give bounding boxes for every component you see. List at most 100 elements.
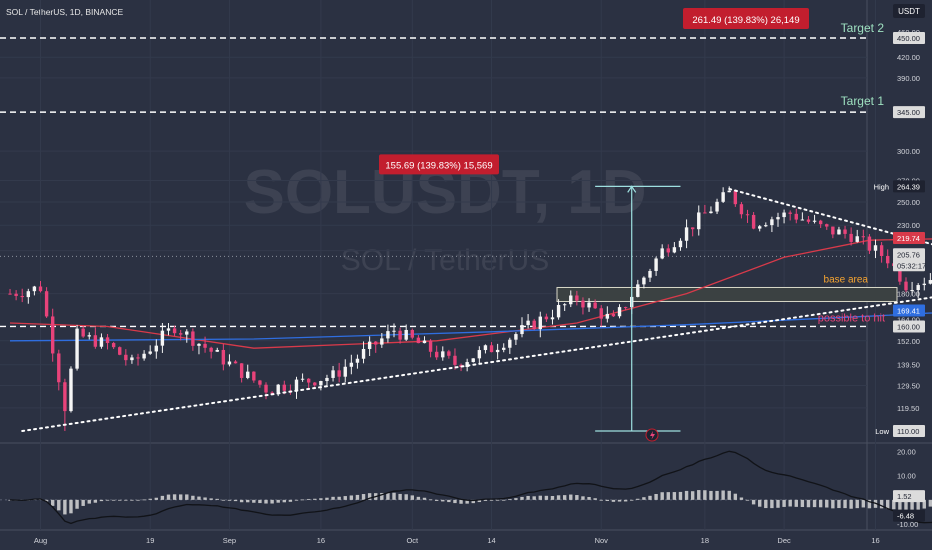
osc-histogram-bar — [861, 499, 866, 508]
currency-badge[interactable] — [893, 4, 925, 18]
candle-body — [599, 308, 603, 319]
osc-histogram-bar — [508, 499, 512, 500]
candle-body — [495, 349, 500, 353]
candle-body — [32, 286, 37, 292]
osc-histogram-bar — [569, 494, 573, 500]
candle-body — [367, 341, 372, 349]
candle-body — [739, 204, 744, 215]
osc-histogram-bar — [50, 499, 55, 506]
osc-histogram-bar — [349, 495, 354, 500]
candle-body — [81, 328, 85, 337]
candle-body — [410, 329, 414, 338]
osc-histogram-bar — [398, 493, 402, 500]
candle-body — [751, 214, 756, 229]
price-axis-tick: 420.00 — [897, 53, 920, 62]
candle-body — [538, 316, 542, 330]
candle-body — [63, 382, 67, 412]
candle-body — [361, 348, 366, 359]
osc-histogram-bar — [818, 499, 823, 508]
time-axis-tick: 14 — [487, 536, 495, 545]
tag-high-caption: High — [874, 182, 889, 191]
osc-histogram-bar — [764, 499, 768, 509]
osc-histogram-bar — [130, 499, 134, 501]
candle-body — [57, 353, 61, 383]
candle-body — [166, 328, 171, 331]
candle-body — [502, 347, 506, 350]
candle-body — [697, 212, 701, 230]
osc-histogram-bar — [404, 494, 408, 500]
price-axis-tick: 180.00 — [897, 290, 920, 299]
osc-histogram-bar — [782, 499, 786, 507]
osc-histogram-bar — [489, 499, 494, 501]
osc-histogram-bar — [886, 499, 890, 510]
osc-histogram-bar — [306, 498, 311, 500]
osc-histogram-bar — [93, 499, 98, 503]
tag-high-bg — [893, 180, 925, 193]
osc-histogram-bar — [703, 490, 707, 500]
osc-histogram-bar — [361, 494, 366, 500]
alert-icon[interactable] — [645, 428, 659, 442]
candle-body — [660, 248, 664, 259]
base-area-label: base area — [824, 274, 869, 285]
osc-histogram-bar — [331, 496, 335, 500]
osc-histogram-bar — [611, 499, 616, 502]
osc-histogram-bar — [63, 499, 67, 515]
candle-body — [325, 377, 329, 382]
osc-histogram-bar — [495, 499, 500, 501]
osc-histogram-bar — [185, 494, 189, 500]
candle-body — [605, 313, 610, 319]
candle-body — [861, 236, 866, 238]
tag-ema-blue-bg — [893, 304, 925, 317]
osc-histogram-bar — [648, 495, 652, 500]
candle-body — [575, 295, 579, 301]
candle-body — [374, 341, 378, 345]
candle-body — [642, 277, 646, 285]
osc-histogram-bar — [233, 499, 238, 502]
candle-body — [587, 302, 591, 308]
time-axis-tick: Sep — [223, 536, 236, 545]
candle-body — [666, 248, 670, 253]
candle-body — [764, 225, 768, 227]
candle-body — [142, 353, 146, 359]
candle-body — [416, 337, 421, 344]
tag-osc-line: -6.48 — [897, 512, 914, 521]
osc-histogram-bar — [678, 491, 683, 500]
osc-histogram-bar — [343, 496, 347, 500]
candle-body — [99, 337, 104, 347]
osc-histogram-bar — [75, 499, 79, 509]
osc-histogram-bar — [654, 493, 658, 500]
osc-histogram-bar — [928, 499, 932, 507]
candle-body — [306, 378, 311, 383]
candle-body — [489, 345, 494, 353]
candle-body — [581, 300, 585, 308]
candle-body — [904, 281, 908, 291]
osc-histogram-bar — [148, 498, 152, 500]
osc-histogram-bar — [672, 492, 677, 500]
candle-body — [355, 358, 360, 363]
measure-1-label: 155.69 (139.83%) 15,569 — [385, 160, 492, 171]
candle-body — [703, 212, 707, 214]
candle-body — [380, 338, 384, 345]
osc-histogram-bar — [355, 494, 360, 500]
ema-blue-line — [9, 312, 932, 342]
osc-histogram-bar — [142, 499, 146, 501]
candle-body — [319, 381, 323, 386]
osc-histogram-bar — [831, 499, 835, 509]
chart-title: SOL / TetherUS, 1D, BINANCE — [6, 7, 123, 17]
candle-body — [264, 384, 268, 393]
osc-histogram-bar — [99, 499, 104, 502]
osc-histogram-bar — [879, 499, 884, 509]
osc-histogram-bar — [788, 499, 792, 507]
tag-countdown: 05:32:17 — [897, 261, 926, 270]
osc-histogram-bar — [221, 499, 226, 501]
osc-histogram-bar — [556, 495, 561, 500]
osc-histogram-bar — [203, 497, 207, 500]
tag-target-2-bg — [893, 32, 925, 44]
candle-body — [197, 343, 201, 346]
price-axis-tick: 390.00 — [897, 74, 920, 83]
osc-histogram-bar — [136, 499, 140, 501]
osc-histogram-bar — [758, 499, 762, 507]
osc-histogram-bar — [745, 499, 750, 501]
candle-body — [916, 285, 920, 291]
